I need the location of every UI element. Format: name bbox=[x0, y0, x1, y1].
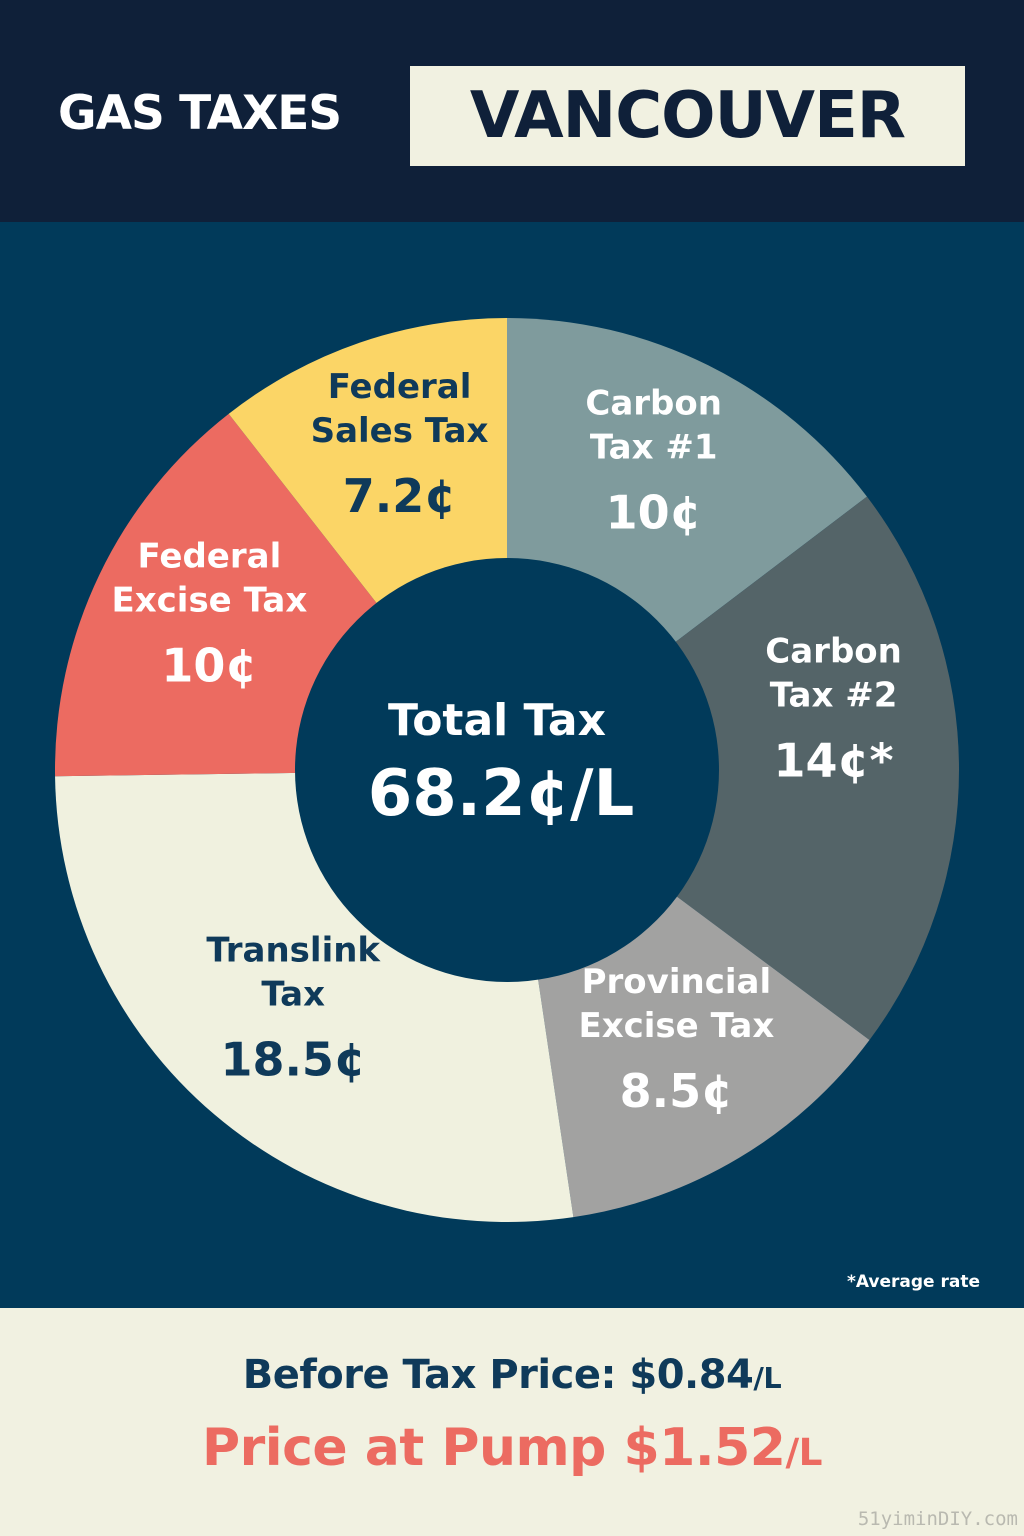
slice-name: Carbon bbox=[765, 632, 902, 672]
donut-center bbox=[295, 558, 719, 982]
city-name: VANCOUVER bbox=[469, 79, 906, 153]
slice-name: Carbon bbox=[585, 383, 722, 423]
total-tax-value: 68.2¢/L bbox=[368, 757, 635, 831]
before-tax-label: Before Tax Price: $0.84 bbox=[242, 1352, 754, 1398]
before-tax-price: Before Tax Price: $0.84/L bbox=[0, 1352, 1024, 1398]
slice-value: 18.5¢ bbox=[220, 1032, 366, 1086]
header-title: GAS TAXES bbox=[58, 86, 342, 141]
slice-value: 10¢ bbox=[606, 485, 702, 539]
slice-name: Tax #1 bbox=[590, 427, 718, 467]
before-tax-unit: /L bbox=[753, 1361, 782, 1395]
chart-panel: Carbon Tax #1 10¢ Carbon Tax #2 14¢* Provincia… bbox=[0, 222, 1024, 1308]
slice-name: Federal bbox=[328, 367, 472, 407]
price-summary: Before Tax Price: $0.84/L Price at Pump … bbox=[0, 1308, 1024, 1536]
slice-value: 10¢ bbox=[161, 638, 257, 692]
pump-price-unit: /L bbox=[785, 1430, 822, 1474]
slice-value: 14¢* bbox=[774, 734, 894, 788]
slice-name: Tax bbox=[261, 974, 325, 1014]
watermark: 51yiminDIY.com bbox=[857, 1508, 1018, 1530]
pump-price-label: Price at Pump $1.52 bbox=[202, 1418, 786, 1478]
pump-price: Price at Pump $1.52/L bbox=[0, 1418, 1024, 1478]
slice-name: Translink bbox=[206, 930, 381, 970]
city-banner: VANCOUVER bbox=[410, 66, 965, 166]
slice-value: 8.5¢ bbox=[620, 1064, 734, 1118]
slice-name: Tax #2 bbox=[770, 676, 898, 716]
donut-slice bbox=[507, 496, 959, 1041]
slice-name: Sales Tax bbox=[311, 411, 489, 451]
header-bar: GAS TAXES VANCOUVER bbox=[0, 0, 1024, 222]
slice-name: Provincial bbox=[582, 962, 771, 1002]
total-tax-title: Total Tax bbox=[388, 695, 606, 746]
slice-name: Excise Tax bbox=[111, 580, 307, 620]
footnote: *Average rate bbox=[846, 1272, 980, 1292]
slice-name: Excise Tax bbox=[578, 1006, 774, 1046]
slice-value: 7.2¢ bbox=[343, 469, 457, 523]
slice-name: Federal bbox=[138, 536, 282, 576]
